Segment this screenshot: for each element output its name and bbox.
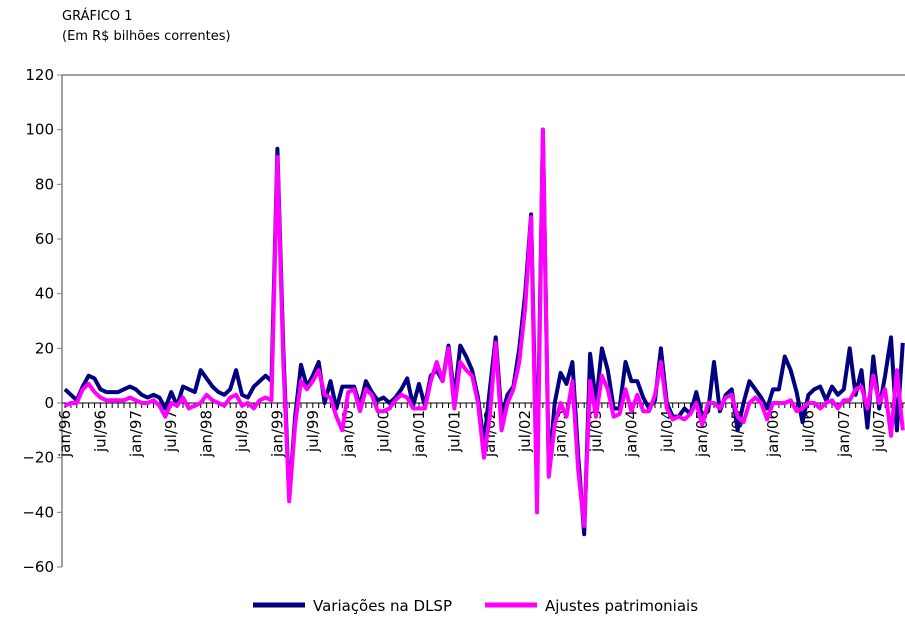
x-tick-label: jul/03 (587, 410, 605, 453)
y-tick-label: −20 (22, 449, 54, 467)
x-tick-label: jul/07 (870, 410, 888, 453)
y-tick-label: 20 (35, 339, 54, 357)
x-tick-label: jan/04 (622, 410, 640, 458)
series-line (64, 127, 905, 528)
x-tick-label: jan/98 (198, 410, 216, 458)
x-tick-label: jan/05 (693, 410, 711, 458)
x-tick-label: jan/99 (268, 410, 286, 458)
x-tick-label: jul/02 (516, 410, 534, 453)
chart-title: GRÁFICO 1 (62, 8, 133, 24)
y-tick-label: 60 (35, 230, 54, 248)
y-tick-label: 100 (25, 121, 54, 139)
y-tick-label: −60 (22, 558, 54, 576)
x-tick-label: jul/98 (233, 410, 251, 453)
y-tick-label: 120 (25, 66, 54, 84)
x-tick-label: jan/07 (835, 410, 853, 458)
x-tick-label: jul/96 (91, 410, 109, 453)
x-tick-label: jul/00 (375, 410, 393, 453)
x-tick-label: jan/97 (127, 410, 145, 458)
y-tick-label: −40 (22, 503, 54, 521)
y-tick-label: 40 (35, 285, 54, 303)
x-tick-label: jul/99 (304, 410, 322, 453)
x-tick-label: jan/06 (764, 410, 782, 458)
legend-label: Ajustes patrimoniais (545, 597, 698, 615)
x-tick-label: jan/96 (56, 410, 74, 458)
y-tick-label: 80 (35, 175, 54, 193)
y-tick-label: 0 (44, 394, 54, 412)
legend-label: Variações na DLSP (313, 597, 452, 615)
x-tick-label: jan/00 (339, 410, 357, 458)
x-tick-label: jul/01 (445, 410, 463, 453)
chart-subtitle: (Em R$ bilhões correntes) (62, 29, 231, 44)
x-tick-label: jul/97 (162, 410, 180, 453)
x-tick-label: jan/01 (410, 410, 428, 458)
series-line (63, 127, 905, 537)
